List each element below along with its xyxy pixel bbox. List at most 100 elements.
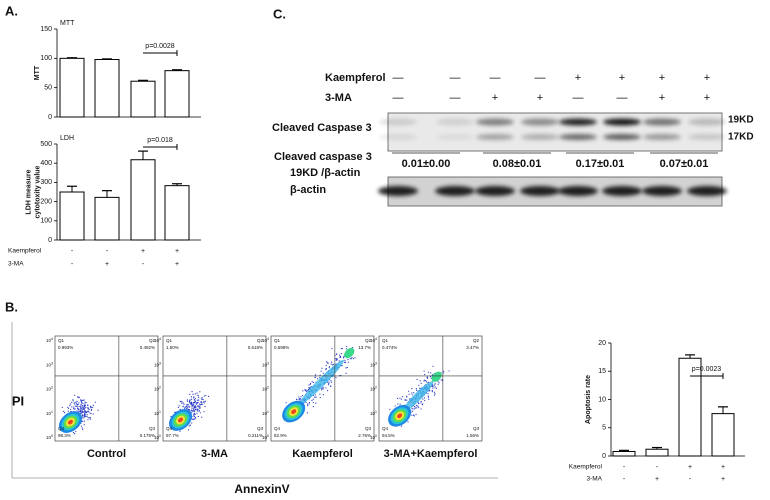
quadrant-value: 0.492% <box>140 345 155 350</box>
ratio-value: 0.17±0.01 <box>576 158 625 170</box>
event-dot <box>325 368 327 370</box>
event-dot <box>177 406 179 409</box>
event-dot <box>75 401 77 403</box>
event-dot <box>316 378 319 380</box>
log-tick-exponent: 1 <box>375 410 377 414</box>
event-dot <box>194 393 196 395</box>
log-tick-label: 104 <box>370 337 377 343</box>
blot-band <box>558 186 598 196</box>
event-dot <box>408 393 410 395</box>
y-tick-label: 0 <box>48 237 52 244</box>
event-dot <box>80 400 82 402</box>
event-dot <box>325 364 327 367</box>
event-dot <box>330 361 333 363</box>
event-dot <box>325 369 327 371</box>
event-dot <box>81 411 83 413</box>
quadrant-value: 0.474% <box>382 345 397 350</box>
event-dot <box>352 358 355 360</box>
event-dot <box>77 406 79 408</box>
event-dot <box>418 407 420 409</box>
event-dot <box>194 413 196 415</box>
event-dot <box>327 362 329 364</box>
event-dot <box>330 385 332 387</box>
event-dot <box>90 412 92 415</box>
quadrant-value: 0.175% <box>140 433 155 438</box>
event-dot <box>406 399 408 401</box>
y-axis-label: cytotoxity value <box>34 165 41 218</box>
log-tick-exponent: 4 <box>51 337 53 341</box>
event-dot <box>343 356 345 358</box>
bar <box>612 450 636 457</box>
condition-sign: — <box>450 92 461 104</box>
event-dot <box>347 359 349 361</box>
density-core <box>67 419 73 425</box>
event-dot <box>434 383 436 385</box>
panel-label: A. <box>5 3 18 18</box>
quadrant-value: 82.9% <box>274 433 287 438</box>
event-dot <box>83 424 85 426</box>
event-dot <box>89 416 91 419</box>
event-dot <box>85 406 87 409</box>
quadrant-value: 3.47% <box>466 345 479 350</box>
event-dot <box>427 376 429 378</box>
event-dot <box>312 401 314 404</box>
event-dot <box>86 414 88 416</box>
event-dot <box>199 406 201 408</box>
chart-title: LDH <box>60 135 74 142</box>
event-dot <box>83 411 85 413</box>
log-tick-label: 102 <box>46 385 53 391</box>
event-dot <box>312 381 315 384</box>
event-dot <box>189 424 192 426</box>
event-dot <box>314 396 316 398</box>
event-dot <box>311 399 313 402</box>
event-dot <box>92 413 94 415</box>
event-dot <box>75 430 77 433</box>
event-dot <box>67 407 70 409</box>
condition-sign: — <box>450 72 461 84</box>
quadrant-name: Q1 <box>274 338 281 343</box>
event-dot <box>193 399 195 401</box>
log-tick-label: 103 <box>154 361 161 367</box>
event-dot <box>309 383 311 385</box>
quadrant-name: Q2 <box>473 338 480 343</box>
condition-sign: - <box>71 261 74 268</box>
quadrant-name: Q4 <box>274 426 281 431</box>
event-dot <box>71 406 73 408</box>
ratio-value: 0.08±0.01 <box>493 158 542 170</box>
log-tick-base: 10 <box>370 338 376 343</box>
event-dot <box>339 356 341 359</box>
event-dot <box>400 425 403 427</box>
event-dot <box>84 413 86 415</box>
event-dot <box>80 407 82 409</box>
event-dot <box>188 425 190 427</box>
event-dot <box>205 394 207 396</box>
event-dot <box>354 357 356 359</box>
event-dot <box>341 347 343 350</box>
event-dot <box>80 409 82 411</box>
event-dot <box>76 403 78 405</box>
significance-label: p=0.0023 <box>692 366 721 373</box>
event-dot <box>411 414 413 416</box>
event-dot <box>411 392 413 394</box>
event-dot <box>189 402 191 404</box>
event-dot <box>74 402 76 404</box>
event-dot <box>63 410 65 412</box>
event-dot <box>190 402 193 404</box>
event-dot <box>315 396 317 398</box>
log-tick-base: 10 <box>370 362 376 367</box>
y-axis-label: MTT <box>34 65 41 80</box>
quadrant-value: 0.598% <box>274 345 289 350</box>
event-dot <box>80 405 82 407</box>
log-tick-label: 101 <box>154 410 161 416</box>
event-dot <box>190 396 193 398</box>
event-dot <box>188 409 190 411</box>
plot-name: 3-MA <box>201 448 228 460</box>
log-tick-exponent: 2 <box>375 385 377 389</box>
event-dot <box>81 399 83 402</box>
event-dot <box>81 416 84 418</box>
event-dot <box>194 401 196 403</box>
event-dot <box>300 396 302 398</box>
event-dot <box>194 397 196 400</box>
quadrant-name: Q4 <box>58 426 65 431</box>
event-dot <box>340 348 342 350</box>
